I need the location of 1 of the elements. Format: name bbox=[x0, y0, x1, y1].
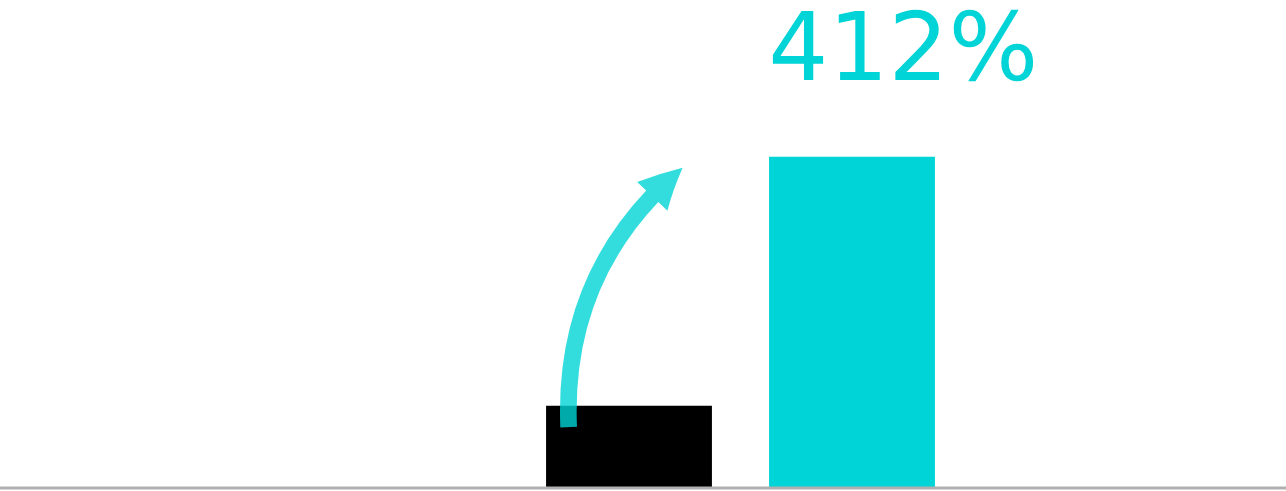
text: 412% bbox=[772, 9, 1034, 82]
